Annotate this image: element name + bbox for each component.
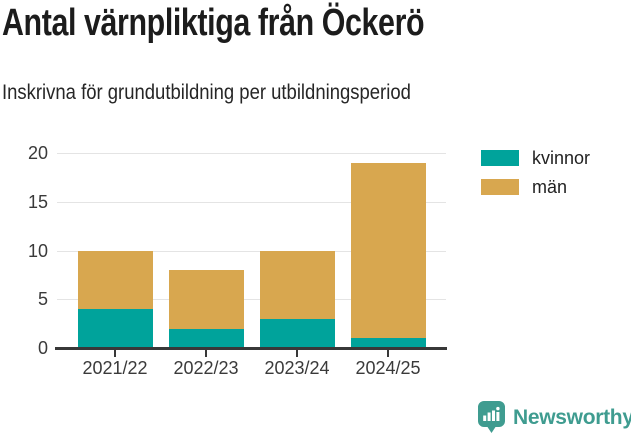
y-tick-label: 20 <box>27 143 48 163</box>
newsworthy-logo-icon <box>478 401 505 433</box>
bar-segment-kvinnor <box>350 338 426 348</box>
legend-label: kvinnor <box>532 148 591 168</box>
plot-area <box>57 153 446 348</box>
legend-label: män <box>532 177 568 197</box>
x-tick-label: 2021/22 <box>82 358 148 378</box>
gridline-y15 <box>57 201 446 203</box>
legend-swatch <box>481 179 519 195</box>
brand-footer[interactable]: Newsworthy <box>478 401 631 434</box>
x-axis-tick <box>205 350 207 357</box>
x-tick-label: 2022/23 <box>173 358 239 378</box>
y-tick-label: 10 <box>27 240 48 261</box>
bar-segment-män <box>168 270 244 329</box>
stacked-bar-2023/24 <box>259 250 335 348</box>
chart-title: Antal värnpliktiga från Öckerö <box>2 2 425 44</box>
legend-item-män: män <box>481 178 590 196</box>
stacked-bar-2021/22 <box>77 250 153 348</box>
bar-segment-män <box>259 250 335 319</box>
brand-name[interactable]: Newsworthy <box>513 405 631 429</box>
x-tick-label: 2023/24 <box>264 358 330 378</box>
x-axis-line <box>55 347 447 350</box>
x-axis-tick <box>114 350 116 357</box>
x-tick-label: 2024/25 <box>355 358 421 378</box>
stacked-bar-2022/23 <box>168 270 244 348</box>
bar-segment-kvinnor <box>77 309 153 348</box>
y-tick-label: 5 <box>37 289 48 310</box>
gridline-y10 <box>57 250 446 252</box>
bar-segment-kvinnor <box>168 328 244 348</box>
x-axis-tick <box>296 350 298 357</box>
gridline-y5 <box>57 299 446 301</box>
bar-segment-män <box>350 162 426 339</box>
bar-segment-kvinnor <box>259 318 335 348</box>
gridline-y20 <box>57 153 446 154</box>
legend-swatch <box>481 150 519 166</box>
stacked-bar-2024/25 <box>350 162 426 348</box>
bar-segment-män <box>77 250 153 309</box>
legend: kvinnor män <box>481 149 590 196</box>
x-axis-tick <box>387 350 389 357</box>
y-tick-label: 15 <box>27 191 48 212</box>
legend-item-kvinnor: kvinnor <box>481 149 590 167</box>
chart-subtitle: Inskrivna för grundutbildning per utbild… <box>2 81 411 104</box>
y-tick-label: 0 <box>37 338 48 358</box>
